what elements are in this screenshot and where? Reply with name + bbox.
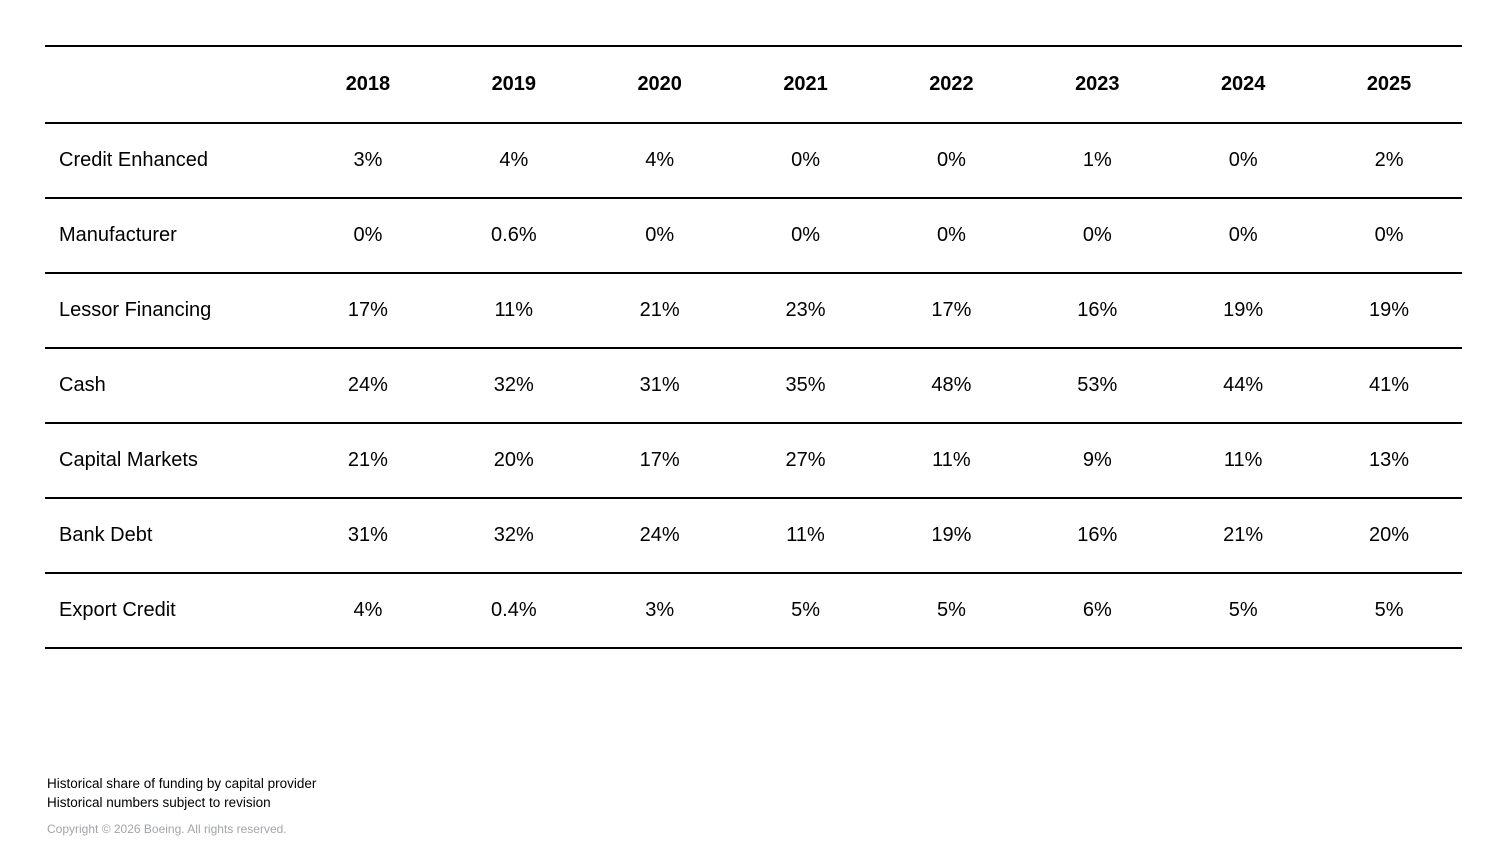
table-cell: 5% — [1170, 573, 1317, 649]
row-label: Credit Enhanced — [45, 123, 295, 199]
table-cell: 31% — [586, 348, 733, 424]
table-cell: 11% — [878, 423, 1025, 499]
table-cell: 41% — [1316, 348, 1462, 424]
table-cell: 0% — [878, 123, 1025, 199]
table-cell: 17% — [878, 273, 1025, 349]
year-header-2022: 2022 — [878, 46, 1025, 124]
table-cell: 5% — [878, 573, 1025, 649]
table-cell: 13% — [1316, 423, 1462, 499]
copyright-notice: Copyright © 2026 Boeing. All rights rese… — [47, 822, 287, 836]
table-cell: 0.6% — [440, 198, 587, 274]
table-cell: 5% — [1316, 573, 1462, 649]
table-cell: 0% — [732, 123, 879, 199]
table-cell: 17% — [295, 273, 441, 349]
table-cell: 11% — [440, 273, 587, 349]
table-cell: 0% — [1170, 198, 1317, 274]
table-cell: 48% — [878, 348, 1025, 424]
table-cell: 17% — [586, 423, 733, 499]
table-cell: 0% — [1170, 123, 1317, 199]
funding-share-table: 2018 2019 2020 2021 2022 2023 2024 2025 … — [45, 45, 1462, 649]
year-header-2020: 2020 — [586, 46, 733, 124]
table-cell: 32% — [440, 348, 587, 424]
year-header-2023: 2023 — [1024, 46, 1171, 124]
year-header-2024: 2024 — [1170, 46, 1317, 124]
table-cell: 0% — [586, 198, 733, 274]
table-cell: 2% — [1316, 123, 1462, 199]
table-cell: 0% — [1024, 198, 1171, 274]
table-row-manufacturer: Manufacturer 0% 0.6% 0% 0% 0% 0% 0% 0% — [45, 198, 1462, 274]
table-cell: 31% — [295, 498, 441, 574]
table-cell: 32% — [440, 498, 587, 574]
table-cell: 44% — [1170, 348, 1317, 424]
table-cell: 3% — [586, 573, 733, 649]
table-cell: 16% — [1024, 273, 1171, 349]
table-cell: 19% — [878, 498, 1025, 574]
row-label: Capital Markets — [45, 423, 295, 499]
table-row-bank-debt: Bank Debt 31% 32% 24% 11% 19% 16% 21% 20… — [45, 498, 1462, 574]
table-cell: 4% — [440, 123, 587, 199]
table-cell: 19% — [1170, 273, 1317, 349]
row-label-header — [45, 46, 295, 124]
year-header-2019: 2019 — [440, 46, 587, 124]
table-cell: 1% — [1024, 123, 1171, 199]
table-cell: 4% — [295, 573, 441, 649]
row-label: Export Credit — [45, 573, 295, 649]
table-cell: 21% — [586, 273, 733, 349]
year-header-2025: 2025 — [1316, 46, 1462, 124]
table-cell: 6% — [1024, 573, 1171, 649]
table-cell: 16% — [1024, 498, 1171, 574]
row-label: Bank Debt — [45, 498, 295, 574]
table-cell: 0% — [878, 198, 1025, 274]
table-cell: 9% — [1024, 423, 1171, 499]
table-row-capital-markets: Capital Markets 21% 20% 17% 27% 11% 9% 1… — [45, 423, 1462, 499]
table-cell: 3% — [295, 123, 441, 199]
table-cell: 11% — [1170, 423, 1317, 499]
table-cell: 20% — [1316, 498, 1462, 574]
table-cell: 4% — [586, 123, 733, 199]
row-label: Lessor Financing — [45, 273, 295, 349]
footnotes: Historical share of funding by capital p… — [47, 775, 316, 836]
table-cell: 0.4% — [440, 573, 587, 649]
table-cell: 24% — [586, 498, 733, 574]
table-row-cash: Cash 24% 32% 31% 35% 48% 53% 44% 41% — [45, 348, 1462, 424]
footnote-source: Historical share of funding by capital p… — [47, 776, 317, 791]
table-cell: 0% — [295, 198, 441, 274]
table-cell: 0% — [732, 198, 879, 274]
table-cell: 20% — [440, 423, 587, 499]
year-header-2018: 2018 — [295, 46, 441, 124]
table-cell: 11% — [732, 498, 879, 574]
table-row-credit-enhanced: Credit Enhanced 3% 4% 4% 0% 0% 1% 0% 2% — [45, 123, 1462, 199]
table-row-lessor-financing: Lessor Financing 17% 11% 21% 23% 17% 16%… — [45, 273, 1462, 349]
table-cell: 23% — [732, 273, 879, 349]
table-cell: 53% — [1024, 348, 1171, 424]
table-cell: 5% — [732, 573, 879, 649]
table-cell: 21% — [1170, 498, 1317, 574]
row-label: Manufacturer — [45, 198, 295, 274]
table-cell: 21% — [295, 423, 441, 499]
table-cell: 24% — [295, 348, 441, 424]
table-cell: 19% — [1316, 273, 1462, 349]
table-row-export-credit: Export Credit 4% 0.4% 3% 5% 5% 6% 5% 5% — [45, 573, 1462, 649]
row-label: Cash — [45, 348, 295, 424]
year-header-2021: 2021 — [732, 46, 879, 124]
table-cell: 35% — [732, 348, 879, 424]
table-cell: 27% — [732, 423, 879, 499]
header-row: 2018 2019 2020 2021 2022 2023 2024 2025 — [45, 46, 1462, 124]
footnote-revision: Historical numbers subject to revision — [47, 794, 271, 810]
table-cell: 0% — [1316, 198, 1462, 274]
